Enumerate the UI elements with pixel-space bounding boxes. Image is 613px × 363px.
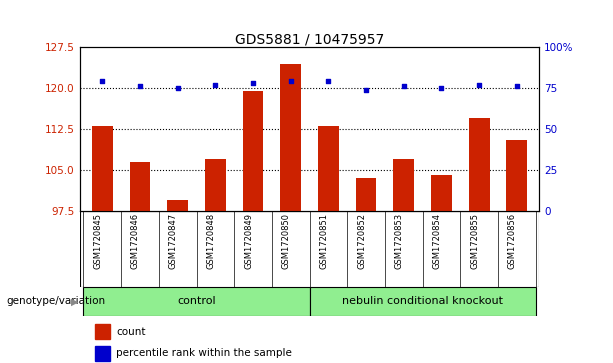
Bar bbox=[506, 140, 527, 211]
Bar bbox=[394, 159, 414, 211]
Text: nebulin conditional knockout: nebulin conditional knockout bbox=[342, 296, 503, 306]
Bar bbox=[92, 126, 113, 211]
Text: GSM1720855: GSM1720855 bbox=[470, 213, 479, 269]
Bar bbox=[356, 178, 376, 211]
Text: percentile rank within the sample: percentile rank within the sample bbox=[116, 348, 292, 358]
Text: GSM1720854: GSM1720854 bbox=[432, 213, 441, 269]
Bar bbox=[280, 64, 301, 211]
Point bbox=[399, 83, 409, 89]
Text: GSM1720850: GSM1720850 bbox=[282, 213, 291, 269]
Text: GSM1720845: GSM1720845 bbox=[93, 213, 102, 269]
Point bbox=[512, 83, 522, 89]
Point bbox=[173, 85, 183, 91]
Bar bbox=[95, 324, 110, 339]
Point bbox=[210, 82, 220, 87]
Text: GSM1720853: GSM1720853 bbox=[395, 213, 404, 269]
Text: control: control bbox=[177, 296, 216, 306]
Point bbox=[97, 78, 107, 84]
Point bbox=[436, 85, 446, 91]
Point bbox=[324, 78, 333, 84]
Point bbox=[286, 78, 295, 84]
Text: count: count bbox=[116, 327, 146, 337]
Point bbox=[474, 82, 484, 87]
Text: genotype/variation: genotype/variation bbox=[6, 296, 105, 306]
Title: GDS5881 / 10475957: GDS5881 / 10475957 bbox=[235, 32, 384, 46]
Point bbox=[248, 80, 258, 86]
Bar bbox=[205, 159, 226, 211]
Bar bbox=[431, 175, 452, 211]
Text: ▶: ▶ bbox=[70, 296, 78, 306]
Bar bbox=[83, 287, 310, 316]
Text: GSM1720847: GSM1720847 bbox=[169, 213, 178, 269]
Bar bbox=[310, 287, 536, 316]
Text: GSM1720846: GSM1720846 bbox=[131, 213, 140, 269]
Bar bbox=[318, 126, 339, 211]
Bar bbox=[95, 346, 110, 361]
Text: GSM1720851: GSM1720851 bbox=[319, 213, 329, 269]
Text: GSM1720852: GSM1720852 bbox=[357, 213, 366, 269]
Bar bbox=[129, 162, 150, 211]
Text: GSM1720856: GSM1720856 bbox=[508, 213, 517, 269]
Text: GSM1720848: GSM1720848 bbox=[207, 213, 215, 269]
Point bbox=[361, 87, 371, 93]
Bar bbox=[167, 200, 188, 211]
Bar bbox=[243, 91, 264, 211]
Text: GSM1720849: GSM1720849 bbox=[244, 213, 253, 269]
Bar bbox=[469, 118, 490, 211]
Point bbox=[135, 83, 145, 89]
